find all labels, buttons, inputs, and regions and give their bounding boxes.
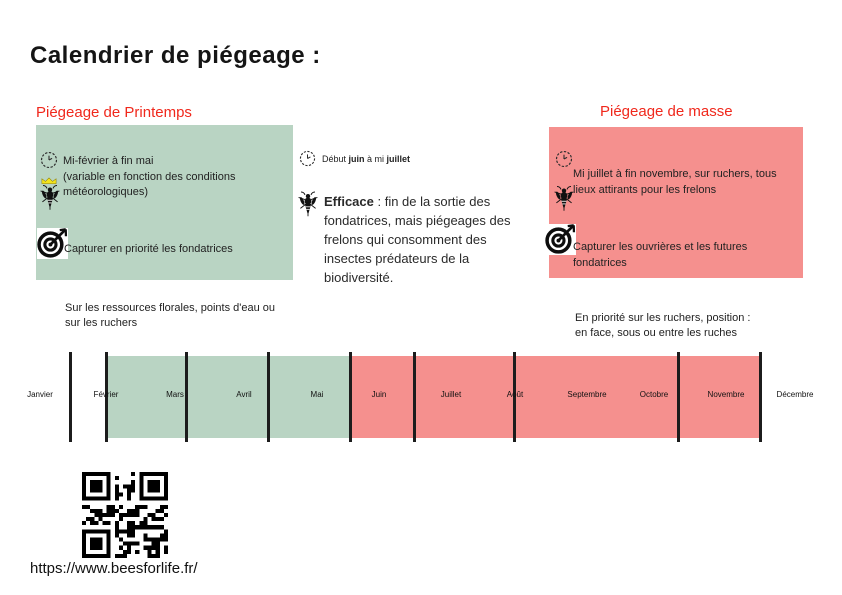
hornet-icon	[553, 185, 575, 212]
period-mid: à mi	[364, 154, 387, 164]
clock-icon	[40, 151, 58, 169]
month-label-janvier: Janvier	[27, 390, 53, 399]
timeline-spring-span	[105, 356, 349, 438]
queen-hornet-icon	[39, 184, 61, 211]
efficacy-text: : fin de la sortie des fondatrices, mais…	[324, 194, 511, 285]
spring-placement-note: Sur les ressources florales, points d'ea…	[65, 302, 275, 329]
page-title: Calendrier de piégeage :	[30, 42, 321, 69]
timeline-mass-span	[349, 356, 759, 438]
month-label-fevrier: Février	[93, 390, 119, 399]
month-label-mars: Mars	[166, 390, 184, 399]
mass-section-heading: Piégeage de masse	[600, 103, 733, 120]
month-label-mai: Mai	[310, 390, 324, 399]
target-icon	[545, 224, 576, 255]
efficacy-label: Efficace	[324, 194, 374, 209]
timeline-tick	[69, 352, 72, 442]
summer-efficacy-paragraph: Efficace : fin de la sortie des fondatri…	[324, 192, 534, 287]
clock-icon	[299, 150, 316, 167]
month-label-novembre: Novembre	[707, 390, 745, 399]
timeline-tick	[513, 352, 516, 442]
mass-period-text: Mi juillet à fin novembre, sur ruchers, …	[573, 168, 777, 196]
period-prefix: Début	[322, 154, 349, 164]
timeline-tick	[413, 352, 416, 442]
period-month-1: juin	[348, 154, 365, 164]
qr-code	[82, 472, 168, 558]
timeline-tick	[677, 352, 680, 442]
spring-trapping-box: Mi-février à fin mai (variable en foncti…	[36, 125, 293, 280]
timeline-tick	[349, 352, 352, 442]
month-label-juillet: Juillet	[440, 390, 462, 399]
mass-placement-note: En priorité sur les ruchers, position : …	[575, 312, 751, 339]
mass-goal-text: Capturer les ouvrières et les futures fo…	[573, 241, 748, 269]
spring-goal-text: Capturer en priorité les fondatrices	[64, 243, 233, 255]
month-label-avril: Avril	[236, 390, 252, 399]
timeline-tick	[185, 352, 188, 442]
mass-trapping-box: Mi juillet à fin novembre, sur ruchers, …	[545, 127, 803, 278]
website-link[interactable]: https://www.beesforlife.fr/	[30, 560, 198, 577]
timeline-tick	[267, 352, 270, 442]
month-label-decembre: Décembre	[776, 390, 814, 399]
hornet-icon	[297, 191, 319, 217]
summer-period-text: Début juin à mi juillet	[322, 154, 410, 164]
month-label-aout: Août	[506, 390, 524, 399]
clock-icon	[555, 150, 573, 168]
timeline-tick	[759, 352, 762, 442]
period-month-2: juillet	[386, 154, 411, 164]
crown-icon	[41, 177, 57, 185]
month-label-septembre: Septembre	[567, 390, 607, 399]
timeline-tick	[105, 352, 108, 442]
spring-period-text: Mi-février à fin mai (variable en foncti…	[63, 155, 236, 198]
month-label-octobre: Octobre	[639, 390, 669, 399]
target-icon	[37, 228, 68, 259]
spring-section-heading: Piégeage de Printemps	[36, 104, 192, 121]
month-label-juin: Juin	[371, 390, 387, 399]
